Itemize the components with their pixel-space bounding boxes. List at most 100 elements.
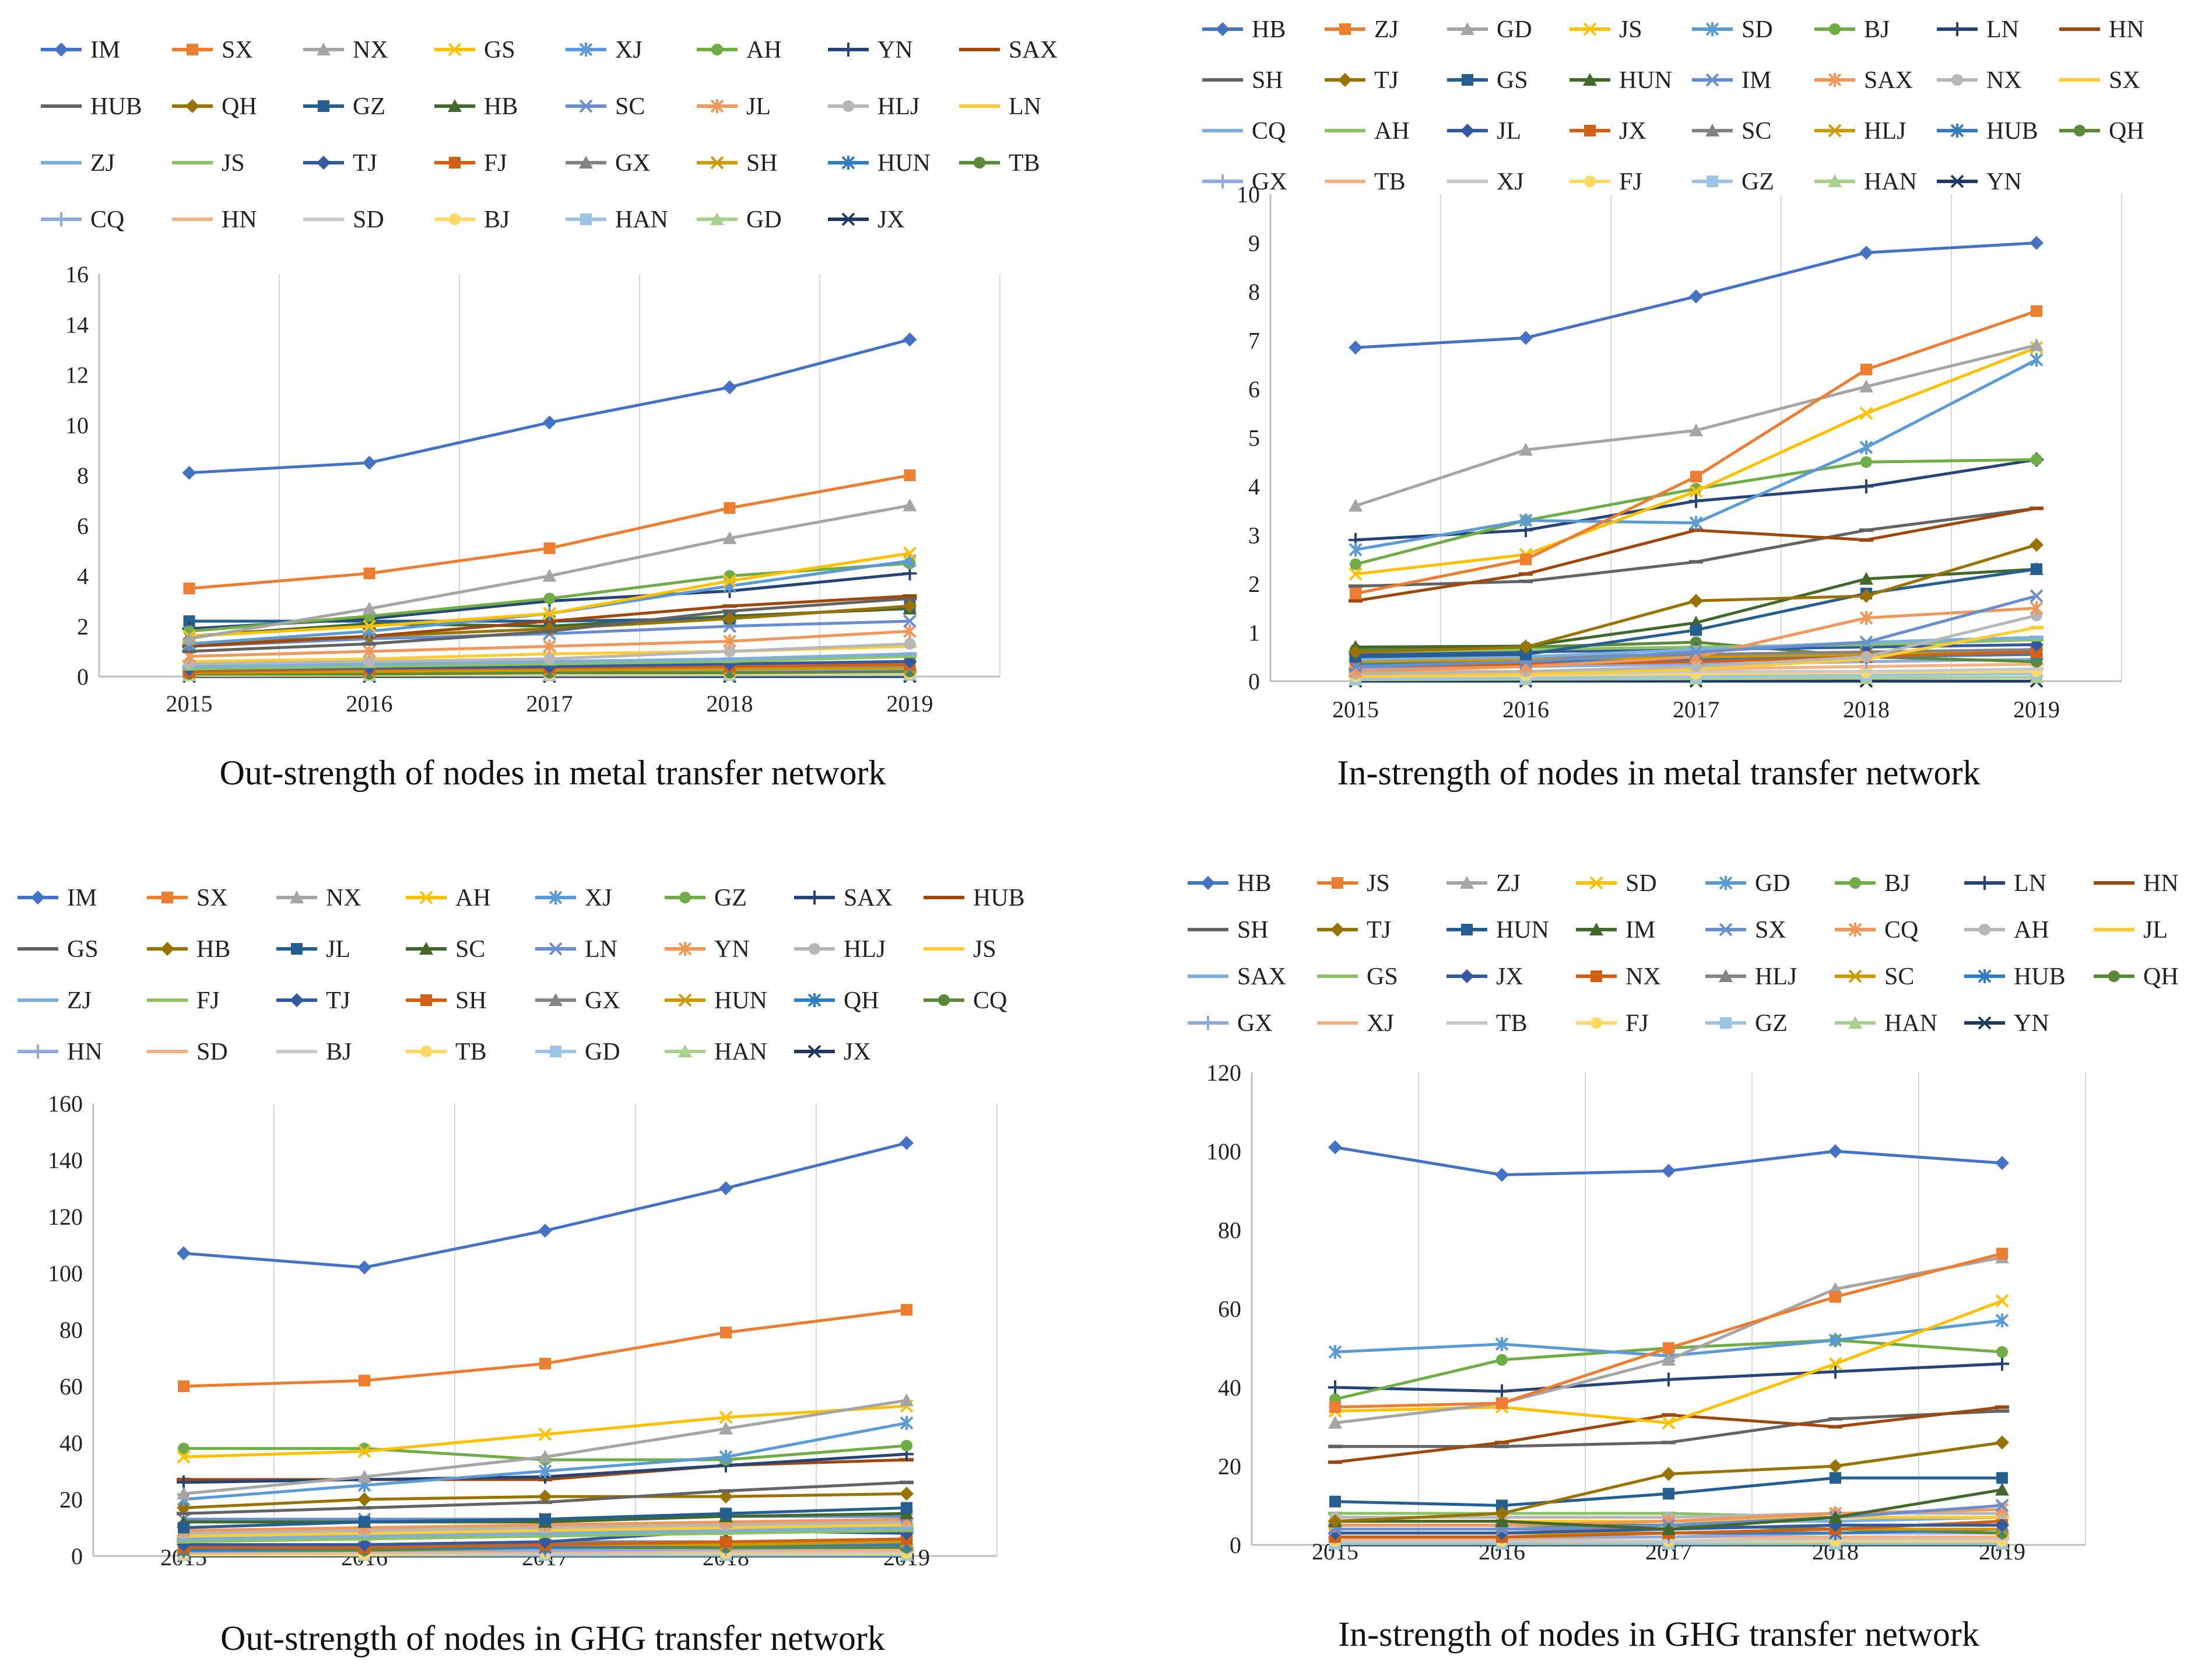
data-point [1662,1467,1676,1481]
legend-item-jl: JL [276,936,350,963]
legend-marker [549,942,563,956]
legend-label: QH [844,987,879,1014]
data-point [1860,651,1872,663]
data-point [2031,305,2042,317]
y-tick-label: 4 [1248,474,1260,500]
legend-item-gx: GX [1188,1010,1273,1037]
legend-item-han: HAN [1814,169,1917,195]
series-hn [1328,1405,2009,1464]
data-point [719,1489,733,1504]
legend-marker [1460,969,1474,983]
legend-marker [1828,124,1842,138]
legend-item-sh: SH [697,150,778,177]
legend-label: GZ [1741,169,1774,195]
legend-item-sc: SC [1835,963,1914,990]
legend-marker [449,157,461,169]
legend-label: LN [1986,16,2019,43]
data-point [1496,1354,1508,1366]
legend-item-hn: HN [2059,16,2144,43]
data-point [538,1428,552,1441]
legend-item-sx: SX [1705,917,1786,944]
data-point [900,1487,914,1501]
data-point [2031,454,2042,466]
legend-label: HUN [1619,67,1672,94]
legend-label: LN [1009,93,1041,120]
legend-item-nx: NX [303,37,388,64]
series-hun [1329,1472,2008,1512]
y-tick-label: 5 [1248,425,1260,451]
legend-item-tj: TJ [1325,67,1399,94]
series-hn [1349,506,2044,603]
chart-ghg-in-strength: HB JS ZJ SD GD BJ LN HN SH TJ HUN IM SX CQ AH JL SAX GS JX… [1106,839,2212,1678]
data-point [1828,1357,1842,1370]
y-tick-label: 40 [59,1430,83,1456]
legend-marker [1848,969,1862,983]
data-point [720,1326,732,1338]
legend-label: XJ [615,37,642,64]
legend-label: SX [1755,917,1786,944]
x-tick-labels: 2015 2016 2017 2018 2019 [166,690,933,717]
legend-item-zj: ZJ [41,150,115,177]
y-tick-label: 0 [77,664,89,690]
y-tick-label: 6 [1248,376,1260,402]
y-tick-label: 4 [77,563,89,590]
data-point [719,1410,733,1424]
legend-item-bj: BJ [276,1039,352,1065]
data-point [1859,406,1873,420]
legend-marker [678,942,692,956]
legend-label: SAX [844,885,893,912]
legend-label: AH [1374,118,1410,145]
legend-item-sax: SAX [794,885,893,912]
data-point [2031,646,2042,658]
data-point [1328,1345,1342,1359]
legend-label: HB [196,936,230,963]
legend-item-hub: HUB [1937,118,2038,145]
series-nx [177,1393,914,1500]
x-tick-label: 2017 [1673,696,1719,723]
legend-marker [1849,877,1861,889]
data-point [177,1450,191,1464]
series-jl [182,624,917,664]
gridlines [273,1103,998,1556]
legend-label: HB [484,93,518,120]
legend-item-gs: GS [434,37,515,64]
legend-item-zj: ZJ [1325,16,1399,43]
data-point [1828,1459,1842,1473]
legend-item-tb: TB [1325,169,1406,195]
legend-item-im: IM [1576,917,1655,944]
legend-label: JL [326,936,350,963]
legend-item-ln: LN [1964,870,2046,897]
legend-marker [1590,1017,1602,1029]
data-point [183,658,195,670]
legend-item-fj: FJ [1576,1010,1649,1037]
data-point [539,1513,551,1525]
legend-label: SX [2109,67,2140,94]
legend-label: JS [1619,16,1642,43]
legend-label: HN [2143,870,2179,897]
data-point [1995,1435,2009,1450]
legend-item-bj: BJ [434,206,510,233]
legend-label: CQ [90,206,124,233]
legend-item-sx: SX [172,37,253,64]
legend-label: XJ [1497,169,1524,195]
data-point [1995,1482,2009,1496]
legend-item-hun: HUN [1446,917,1549,944]
legend-marker [420,1046,432,1057]
legend-marker [448,43,462,57]
legend-marker [2108,970,2120,982]
legend-marker [1950,174,1964,188]
legend-item-hn: HN [17,1039,103,1065]
legend-marker [419,891,433,905]
legend-label: SD [353,206,384,233]
y-tick-label: 100 [1206,1138,1241,1165]
legend-item-ah: AH [1325,118,1410,145]
legend-item-sh: SH [1202,67,1283,94]
legend-label: YN [877,37,913,64]
legend-item-sc: SC [1692,118,1771,145]
legend-label: JL [1497,118,1521,145]
data-point [178,1380,189,1392]
legend-marker [54,212,68,226]
legend-item-jx: JX [1570,118,1646,145]
data-point [542,569,557,582]
legend-label: TB [1496,1010,1528,1037]
